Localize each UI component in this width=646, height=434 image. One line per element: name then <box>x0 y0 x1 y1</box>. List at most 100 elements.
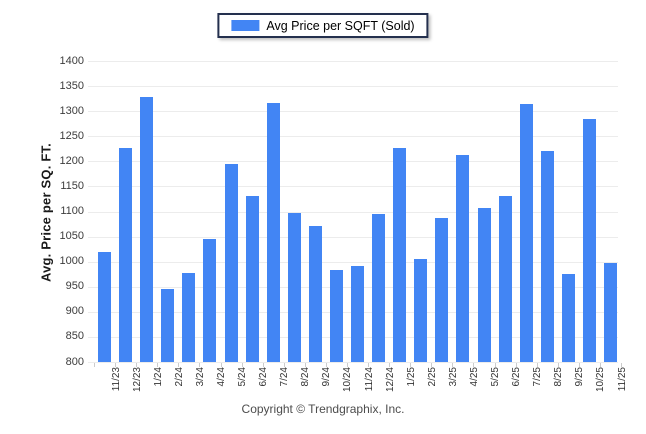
x-tick-label-4/25: 4/25 <box>468 367 480 387</box>
bar-11/24 <box>351 265 364 362</box>
gridline-1250 <box>88 136 618 138</box>
x-axis-tick <box>157 363 159 367</box>
x-axis-tick <box>94 363 95 367</box>
x-axis-tick <box>557 363 559 367</box>
bar-9/25 <box>561 274 575 362</box>
x-axis-tick <box>199 363 201 367</box>
x-tick-label-8/25: 8/25 <box>553 367 565 387</box>
bar-5/25 <box>477 208 491 362</box>
bar-8/24 <box>287 212 301 362</box>
x-tick-label-11/23: 11/23 <box>110 367 122 392</box>
x-axis-tick <box>515 363 517 367</box>
y-tick-label-1050: 1050 <box>59 230 84 243</box>
bar-1/24 <box>140 97 154 362</box>
x-axis-tick <box>241 363 243 367</box>
gridline-1150 <box>88 186 618 188</box>
x-tick-label-2/25: 2/25 <box>426 367 438 387</box>
gridline-1200 <box>88 161 618 163</box>
x-axis-tick <box>220 363 222 367</box>
x-axis-tick <box>283 363 285 367</box>
bar-5/24 <box>224 163 238 362</box>
y-tick-label-1400: 1400 <box>59 54 84 67</box>
x-axis-tick <box>621 363 622 367</box>
x-tick-label-3/24: 3/24 <box>194 367 206 387</box>
y-tick-label-1000: 1000 <box>59 255 84 268</box>
y-tick-label-1350: 1350 <box>59 79 84 92</box>
x-tick-label-1/24: 1/24 <box>152 367 164 387</box>
x-tick-label-5/24: 5/24 <box>237 367 248 387</box>
bar-1/25 <box>393 147 407 362</box>
bar-3/25 <box>435 218 449 362</box>
bar-10/25 <box>582 119 596 362</box>
y-tick-label-1300: 1300 <box>59 104 84 117</box>
x-tick-label-3/25: 3/25 <box>447 367 459 387</box>
bar-4/25 <box>456 155 470 362</box>
bar-11/23 <box>98 251 111 362</box>
x-axis-tick <box>473 363 475 367</box>
x-axis-tick <box>410 363 412 367</box>
bar-12/23 <box>119 147 133 362</box>
x-axis-tick <box>578 363 580 367</box>
gridline-1400 <box>88 61 618 62</box>
series-color-swatch-icon <box>231 20 260 31</box>
gridline-1050 <box>88 236 618 238</box>
x-axis-tick <box>304 363 306 367</box>
y-tick-label-900: 900 <box>65 305 84 318</box>
x-tick-label-6/25: 6/25 <box>511 367 523 387</box>
bar-8/25 <box>540 151 554 362</box>
x-tick-label-1/25: 1/25 <box>405 367 417 387</box>
x-axis-tick <box>347 363 348 367</box>
x-axis-tick <box>115 363 117 367</box>
y-tick-label-1250: 1250 <box>59 129 84 142</box>
x-axis-tick <box>389 363 391 367</box>
x-axis-tick <box>452 363 454 367</box>
y-tick-label-850: 850 <box>65 330 84 343</box>
x-axis-tick <box>536 363 538 367</box>
x-tick-label-9/25: 9/25 <box>574 367 586 387</box>
gridline-1000 <box>88 261 618 263</box>
x-tick-label-9/24: 9/24 <box>321 367 333 387</box>
bar-6/25 <box>498 195 512 362</box>
x-axis-tick <box>325 363 327 367</box>
bar-9/24 <box>308 225 322 362</box>
x-axis-tick <box>368 363 369 367</box>
y-tick-label-1100: 1100 <box>60 205 84 217</box>
x-tick-label-2/24: 2/24 <box>173 367 185 387</box>
copyright-text: Copyright © Trendgraphix, Inc. <box>241 402 405 416</box>
x-axis-tick <box>262 363 264 367</box>
bar-7/24 <box>266 102 280 362</box>
x-axis-tick <box>431 363 433 367</box>
bar-11/25 <box>604 262 617 362</box>
x-tick-label-5/25: 5/25 <box>490 367 501 387</box>
bar-7/25 <box>519 103 533 362</box>
gridline-1100 <box>88 211 618 213</box>
y-tick-label-1150: 1150 <box>60 179 84 192</box>
x-tick-label-7/24: 7/24 <box>279 367 291 387</box>
y-tick-label-1200: 1200 <box>59 154 84 167</box>
bar-2/25 <box>414 258 428 362</box>
legend-label: Avg Price per SQFT (Sold) <box>266 18 415 33</box>
gridline-1350 <box>88 86 618 88</box>
x-tick-label-8/24: 8/24 <box>300 367 312 387</box>
y-tick-label-800: 800 <box>65 355 84 368</box>
x-axis-tick <box>136 363 138 367</box>
x-tick-label-12/23: 12/23 <box>131 367 143 393</box>
x-tick-label-11/25: 11/25 <box>616 367 628 392</box>
y-tick-label-950: 950 <box>65 280 84 293</box>
x-axis-tick <box>494 363 496 367</box>
gridline-1300 <box>88 111 618 113</box>
x-tick-label-6/24: 6/24 <box>258 367 270 387</box>
legend[interactable]: Avg Price per SQFT (Sold) <box>217 13 429 38</box>
bar-12/24 <box>372 213 386 362</box>
x-tick-label-10/25: 10/25 <box>595 367 607 393</box>
x-tick-label-11/24: 11/24 <box>363 367 375 392</box>
x-axis-tick <box>178 363 180 367</box>
bar-10/24 <box>329 270 343 362</box>
bar-2/24 <box>161 288 175 362</box>
x-axis-tick <box>599 363 601 367</box>
x-tick-label-10/24: 10/24 <box>342 367 354 393</box>
bar-4/24 <box>203 238 217 362</box>
x-tick-label-4/24: 4/24 <box>215 367 227 387</box>
gridline-800 <box>88 362 618 363</box>
